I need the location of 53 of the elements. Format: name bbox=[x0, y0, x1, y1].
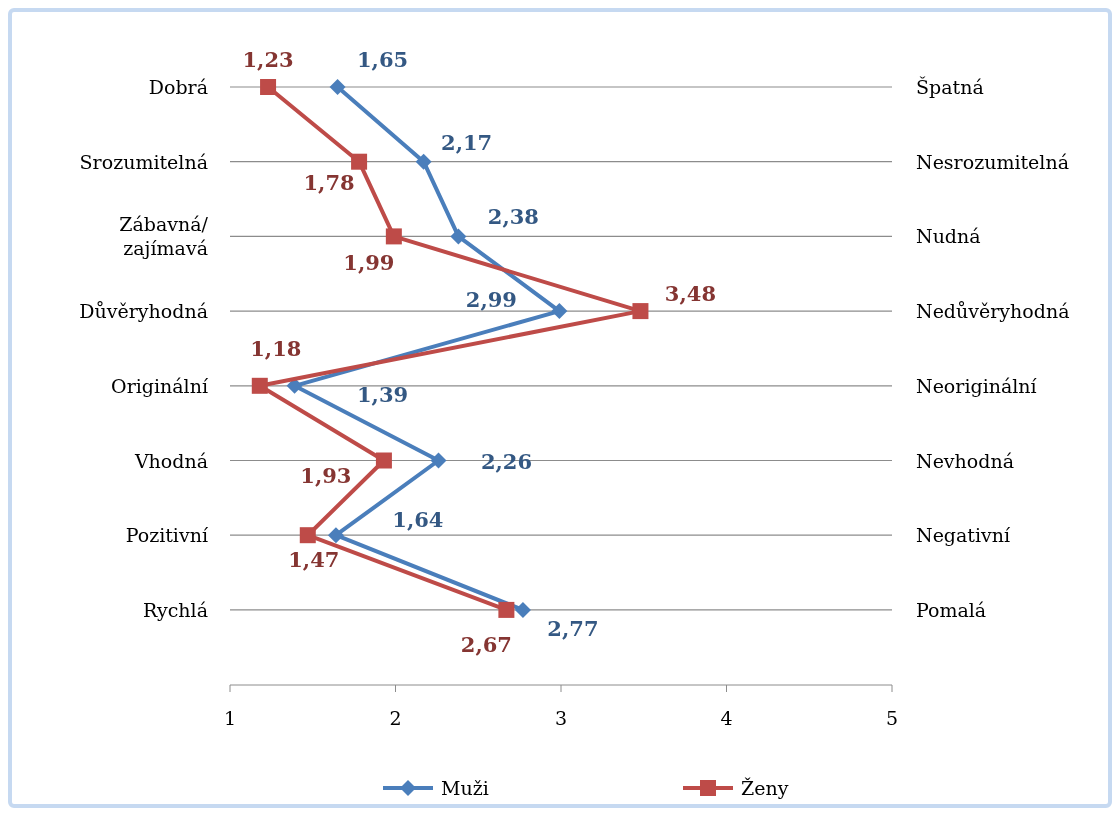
x-tick-label: 3 bbox=[554, 707, 568, 729]
data-label: 2,67 bbox=[460, 631, 512, 657]
y-tick-label: Originální bbox=[111, 374, 209, 397]
data-label: 1,65 bbox=[357, 47, 409, 72]
legend-label: Ženy bbox=[741, 777, 789, 799]
data-label: 2,77 bbox=[547, 615, 599, 641]
x-tick-label: 2 bbox=[389, 707, 402, 729]
point bbox=[551, 303, 568, 320]
y-tick-label: Srozumitelná bbox=[79, 150, 208, 173]
data-label: 1,99 bbox=[343, 250, 395, 276]
point bbox=[327, 527, 344, 544]
point bbox=[632, 303, 649, 320]
y-tick-label: Dobrá bbox=[148, 76, 208, 98]
y2-tick-label: Nedůvěryhodná bbox=[916, 300, 1070, 323]
point bbox=[385, 228, 402, 245]
y2-tick-label: Špatná bbox=[916, 76, 984, 98]
point bbox=[375, 452, 392, 469]
y2-tick-label: Nevhodná bbox=[916, 449, 1015, 472]
data-label: 2,99 bbox=[465, 287, 517, 313]
point bbox=[251, 377, 268, 394]
data-label: 1,39 bbox=[356, 381, 409, 407]
y2-tick-label: Nudná bbox=[916, 225, 981, 248]
y-tick-label: Rychlá bbox=[143, 598, 208, 621]
y2-tick-label: Nesrozumitelná bbox=[916, 150, 1070, 173]
y2-tick-label: Negativní bbox=[916, 524, 1012, 547]
data-label: 1,18 bbox=[250, 335, 302, 361]
y-tick-label: Důvěryhodná bbox=[79, 300, 208, 323]
data-label: 2,38 bbox=[487, 204, 539, 230]
y2-tick-label: Neoriginální bbox=[916, 374, 1038, 397]
x-tick-label: 1 bbox=[223, 707, 237, 729]
x-tick-label: 4 bbox=[720, 707, 733, 729]
point bbox=[450, 228, 467, 245]
legend-label: Muži bbox=[441, 777, 489, 799]
point bbox=[351, 153, 368, 170]
point bbox=[260, 79, 277, 95]
data-label: 1,47 bbox=[288, 547, 340, 573]
data-label: 2,17 bbox=[441, 129, 493, 155]
point bbox=[430, 452, 447, 469]
data-label: 1,78 bbox=[303, 169, 355, 195]
y2-tick-label: Pomalá bbox=[916, 598, 987, 621]
point bbox=[329, 79, 346, 95]
y-tick-label: Pozitivní bbox=[125, 524, 209, 547]
point bbox=[415, 153, 432, 170]
data-label: 1,64 bbox=[392, 507, 444, 533]
point bbox=[514, 601, 531, 618]
point bbox=[299, 527, 316, 544]
y-tick-label: Vhodná bbox=[133, 449, 208, 472]
y-tick-label: Zábavná/ zajímavá bbox=[119, 213, 209, 260]
point bbox=[498, 601, 515, 618]
data-label: 3,48 bbox=[664, 281, 717, 307]
x-tick-label: 5 bbox=[885, 707, 899, 729]
data-label: 1,93 bbox=[300, 462, 352, 488]
data-label: 1,23 bbox=[242, 47, 294, 72]
